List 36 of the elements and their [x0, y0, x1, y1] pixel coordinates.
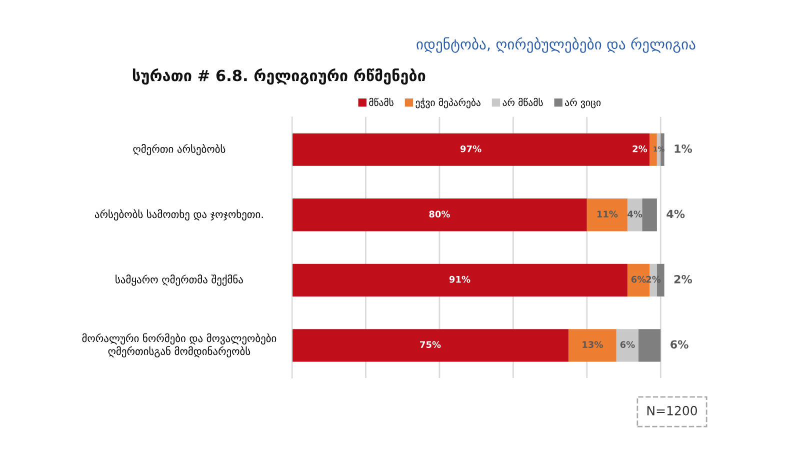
data-label: 6%	[620, 341, 635, 348]
data-label: 97%	[460, 145, 482, 152]
data-label: 6%	[670, 340, 688, 349]
bar	[568, 329, 616, 362]
bar	[292, 264, 628, 296]
data-label: 2%	[646, 276, 661, 283]
data-label: 13%	[582, 341, 603, 348]
data-label: 2%	[674, 274, 692, 284]
y-tick-label: ღმერთი არსებობს	[133, 144, 226, 156]
bar	[292, 329, 568, 362]
legend-label: ეჭვი მეპარება	[416, 98, 480, 108]
y-tick-label: სამყარო ღმერთმა შექმნა	[116, 274, 243, 286]
bar	[616, 329, 639, 362]
data-label: 4%	[628, 210, 642, 218]
bar	[292, 198, 587, 232]
legend-label: არ ვიცი	[565, 98, 601, 108]
bar	[638, 329, 661, 362]
bar	[586, 198, 628, 232]
data-label: 11%	[597, 210, 618, 218]
data-label: 2%	[632, 145, 648, 152]
chart-title: სურათი # 6.8. რელიგიური რწმენები	[132, 68, 426, 85]
data-label: 6%	[631, 276, 646, 283]
data-label: 1%	[674, 144, 692, 153]
bar	[642, 198, 657, 232]
y-tick-label: არსებობს სამოთხე და ჯოჯოხეთი.	[94, 209, 263, 220]
bar	[292, 133, 650, 166]
legend-label: არ მწამს	[502, 98, 543, 106]
data-label: 91%	[449, 276, 470, 283]
text: N=1200	[647, 406, 697, 416]
legend-label: მწამს	[369, 98, 394, 106]
chart-subtitle: იდენტობა, ღირებულებები და რელიგია	[416, 37, 696, 53]
bar	[627, 198, 642, 232]
y-tick-label: მორალური ნორმები და მოვალეობები ღმერთისგან მომდინარეობს	[82, 333, 276, 358]
data-label: 4%	[666, 210, 685, 218]
data-label: 80%	[429, 210, 450, 218]
data-label: 75%	[420, 341, 441, 348]
